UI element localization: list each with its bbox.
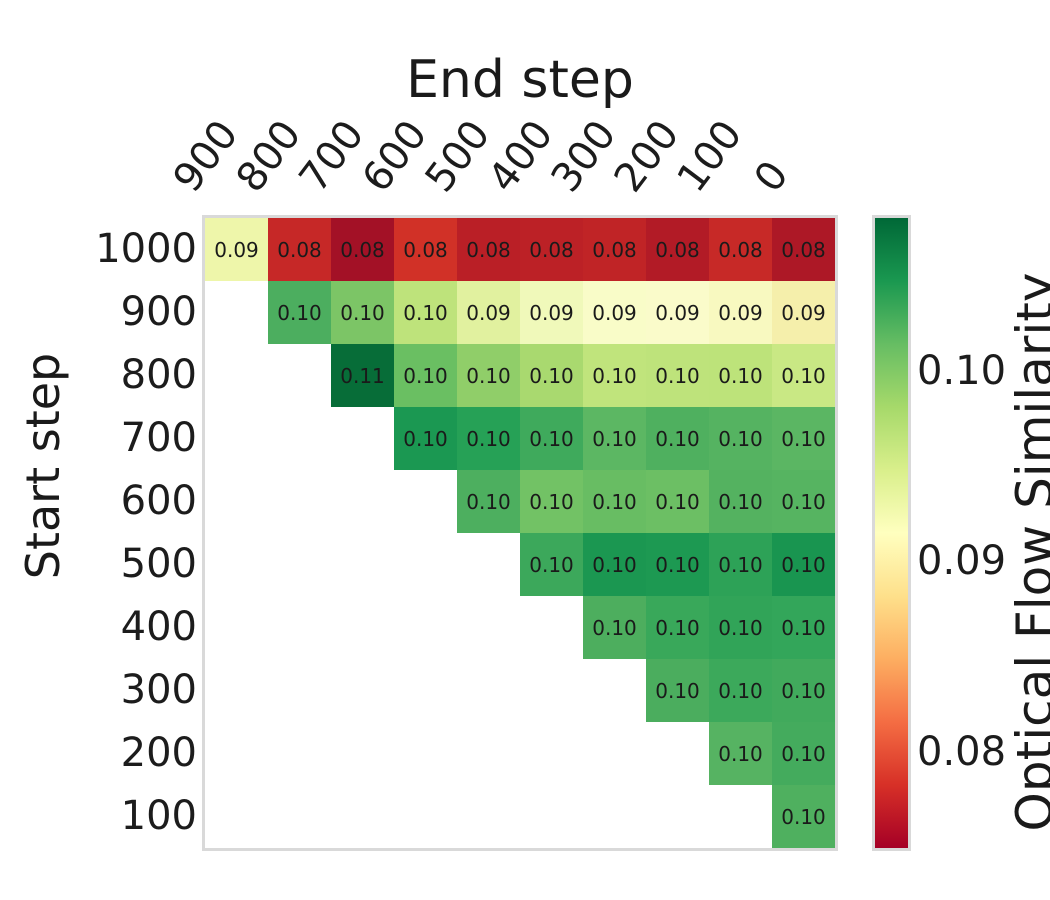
y-tick-label: 900	[120, 288, 197, 335]
heatmap-cell: 0.08	[520, 218, 583, 281]
heatmap-cell: 0.10	[646, 344, 709, 407]
y-tick-label: 100	[120, 792, 197, 839]
heatmap-cell: 0.11	[331, 344, 394, 407]
heatmap-cell: 0.09	[205, 218, 268, 281]
heatmap-cell: 0.08	[646, 218, 709, 281]
y-axis-title: Start step	[16, 352, 70, 580]
heatmap-cell: 0.10	[520, 344, 583, 407]
heatmap-cell: 0.10	[457, 407, 520, 470]
y-tick-label: 300	[120, 666, 197, 713]
colorbar-tick-label: 0.10	[917, 348, 1007, 394]
heatmap-cell: 0.10	[772, 470, 835, 533]
heatmap-cell: 0.08	[331, 218, 394, 281]
heatmap-cell: 0.10	[268, 281, 331, 344]
heatmap-cell: 0.09	[709, 281, 772, 344]
heatmap-cell: 0.10	[772, 785, 835, 848]
heatmap-cell: 0.10	[646, 470, 709, 533]
heatmap-cell: 0.10	[772, 596, 835, 659]
heatmap-cell: 0.09	[646, 281, 709, 344]
x-tick-label: 100	[668, 112, 751, 201]
y-tick-label: 1000	[95, 225, 197, 272]
y-tick-label: 500	[120, 540, 197, 587]
heatmap-cell: 0.10	[520, 407, 583, 470]
heatmap-cell: 0.10	[772, 533, 835, 596]
heatmap-cell: 0.10	[583, 344, 646, 407]
heatmap-cell: 0.09	[520, 281, 583, 344]
x-tick-label: 700	[290, 112, 373, 201]
heatmap-cell: 0.10	[457, 344, 520, 407]
heatmap-cell: 0.10	[646, 407, 709, 470]
x-tick-label: 400	[479, 112, 562, 201]
heatmap-cell: 0.10	[394, 281, 457, 344]
x-tick-label: 200	[605, 112, 688, 201]
heatmap-cell: 0.08	[457, 218, 520, 281]
y-tick-label: 200	[120, 729, 197, 776]
heatmap-cell: 0.08	[772, 218, 835, 281]
heatmap-cell: 0.10	[709, 722, 772, 785]
x-tick-label: 300	[542, 112, 625, 201]
heatmap-cell: 0.08	[394, 218, 457, 281]
heatmap-cell: 0.10	[772, 659, 835, 722]
heatmap-cell: 0.10	[709, 533, 772, 596]
heatmap-cell: 0.10	[583, 596, 646, 659]
colorbar-tick-label: 0.08	[917, 729, 1007, 775]
heatmap-cell: 0.08	[709, 218, 772, 281]
heatmap-cell: 0.10	[646, 659, 709, 722]
heatmap-cell: 0.10	[583, 533, 646, 596]
heatmap-cell: 0.10	[709, 470, 772, 533]
heatmap-cell: 0.08	[583, 218, 646, 281]
x-axis-title: End step	[406, 50, 634, 110]
heatmap-cell: 0.10	[394, 344, 457, 407]
heatmap-cell: 0.10	[646, 533, 709, 596]
heatmap-cell: 0.10	[709, 659, 772, 722]
colorbar	[872, 215, 911, 851]
colorbar-tick-label: 0.09	[917, 538, 1007, 584]
heatmap-cell: 0.10	[520, 533, 583, 596]
y-tick-label: 400	[120, 603, 197, 650]
heatmap-cell: 0.09	[583, 281, 646, 344]
x-tick-label: 500	[416, 112, 499, 201]
y-tick-label: 700	[120, 414, 197, 461]
colorbar-title: Optical Flow Similarity	[1006, 272, 1050, 832]
x-tick-label: 0	[745, 152, 798, 201]
heatmap-cell: 0.10	[583, 470, 646, 533]
heatmap-cell: 0.10	[772, 344, 835, 407]
y-tick-label: 600	[120, 477, 197, 524]
heatmap-cell: 0.10	[772, 722, 835, 785]
heatmap-cell: 0.10	[646, 596, 709, 659]
heatmap-cell: 0.09	[772, 281, 835, 344]
heatmap-cell: 0.10	[772, 407, 835, 470]
colorbar-gradient	[875, 218, 908, 848]
heatmap-grid: 0.09 0.08 0.08 0.08 0.08 0.08 0.08 0.08 0.08 0.08…	[202, 215, 838, 851]
heatmap-cell: 0.10	[709, 344, 772, 407]
heatmap-cell: 0.10	[520, 470, 583, 533]
x-tick-label: 900	[164, 112, 247, 201]
heatmap-cell: 0.10	[583, 407, 646, 470]
heatmap-cell: 0.10	[709, 596, 772, 659]
heatmap-cell: 0.10	[394, 407, 457, 470]
heatmap-cell: 0.10	[457, 470, 520, 533]
heatmap-cell: 0.10	[709, 407, 772, 470]
y-tick-label: 800	[120, 351, 197, 398]
x-tick-label: 600	[353, 112, 436, 201]
heatmap-cell: 0.09	[457, 281, 520, 344]
heatmap-cell: 0.10	[331, 281, 394, 344]
heatmap-cell: 0.08	[268, 218, 331, 281]
x-tick-label: 800	[227, 112, 310, 201]
